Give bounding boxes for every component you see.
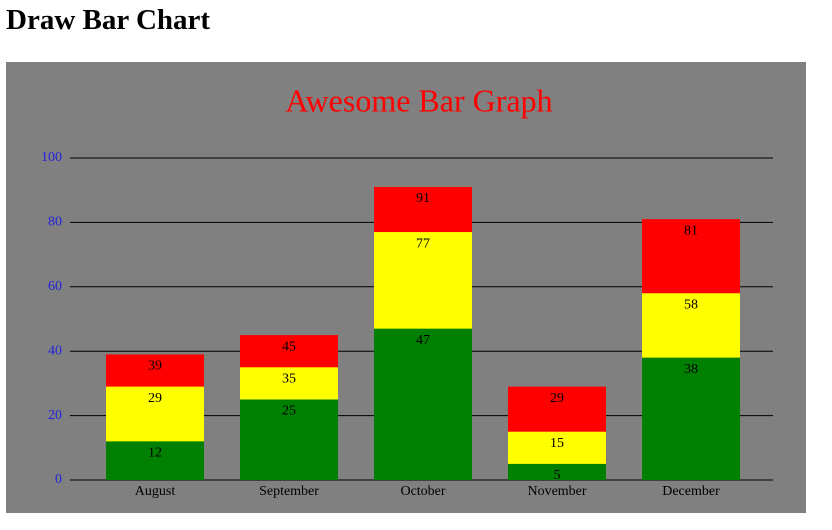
value-label: 5 bbox=[554, 468, 561, 483]
value-label: 15 bbox=[550, 436, 564, 451]
value-label: 39 bbox=[148, 359, 162, 374]
value-label: 35 bbox=[282, 372, 296, 387]
value-label: 58 bbox=[684, 297, 698, 312]
value-label: 47 bbox=[416, 333, 430, 348]
y-tick-label: 20 bbox=[48, 408, 62, 423]
value-label: 25 bbox=[282, 404, 296, 419]
value-label: 38 bbox=[684, 362, 698, 377]
page-title: Draw Bar Chart bbox=[6, 4, 211, 36]
y-tick-label: 60 bbox=[48, 279, 62, 294]
value-label: 81 bbox=[684, 223, 698, 238]
y-tick-label: 80 bbox=[48, 215, 62, 230]
chart-title: Awesome Bar Graph bbox=[285, 82, 552, 118]
bar bbox=[106, 441, 204, 480]
x-tick-label: October bbox=[400, 484, 445, 499]
x-tick-label: September bbox=[259, 484, 319, 499]
bar bbox=[240, 399, 338, 480]
bar bbox=[508, 463, 606, 480]
value-label: 91 bbox=[416, 191, 430, 206]
x-tick-label: November bbox=[527, 484, 586, 499]
x-tick-label: August bbox=[135, 484, 176, 499]
chart: Awesome Bar Graph 0 20 40 60 80 100 39 29 12 Augu… bbox=[6, 62, 806, 513]
x-tick-label: December bbox=[662, 484, 720, 499]
value-label: 45 bbox=[282, 339, 296, 354]
bar bbox=[642, 357, 740, 480]
y-tick-label: 40 bbox=[48, 343, 62, 358]
value-label: 12 bbox=[148, 446, 162, 461]
value-label: 77 bbox=[416, 236, 430, 251]
y-tick-label: 0 bbox=[55, 472, 62, 487]
value-label: 29 bbox=[148, 391, 162, 406]
y-tick-label: 100 bbox=[41, 150, 62, 165]
value-label: 29 bbox=[550, 391, 564, 406]
bar bbox=[374, 328, 472, 480]
